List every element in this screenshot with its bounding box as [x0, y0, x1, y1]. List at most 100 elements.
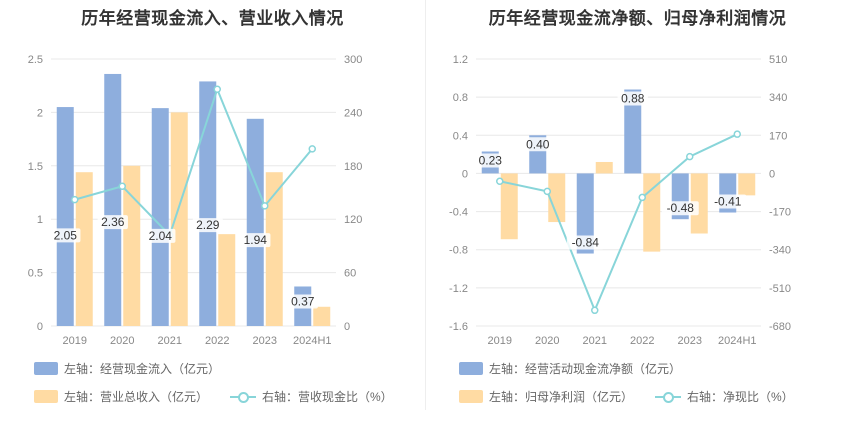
legend-label: 右轴：营收现金比（%） [262, 389, 393, 404]
data-label-bg [97, 215, 128, 230]
legend-item[interactable]: 左轴：营业总收入（亿元） [34, 388, 208, 405]
legend-item[interactable]: 右轴：净现比（%） [655, 388, 794, 405]
x-axis-category-label: 2023 [253, 335, 277, 347]
ratio-point [213, 85, 221, 94]
x-axis-category-label: 2022 [205, 335, 229, 347]
right-axis-tick-label: -680 [769, 321, 791, 333]
bar-primary [56, 107, 74, 326]
bar-secondary [75, 172, 93, 326]
data-label-bg [566, 235, 604, 250]
bar-primary [151, 108, 169, 327]
chart-panel-net-cash: 历年经营现金流净额、归母净利润情况 -1.6 -1.2 -0.8 -0.4 0 0.4 0.… [425, 0, 850, 437]
chart-svg: 0 0.5 1 1.5 2 2.5 0 60 120 180 240 300 2019 2020 2021 2… [28, 54, 363, 347]
right-axis-tick-label: 340 [769, 92, 787, 104]
ratio-point [261, 202, 269, 210]
legend-row: 左轴：经营活动现金流净额（亿元） [459, 360, 703, 376]
legend-swatch-icon [34, 361, 58, 375]
legend-swatch-icon [459, 389, 483, 403]
data-label: 0.23 [479, 153, 503, 167]
data-label: -0.84 [572, 236, 600, 250]
left-axis-tick-label: 2.5 [28, 54, 43, 66]
ratio-point [308, 145, 316, 153]
x-axis-category-label: 2024H1 [718, 335, 757, 347]
bar-secondary [265, 172, 283, 326]
legend-swatch-icon [34, 389, 58, 403]
left-axis-tick-label: 0.5 [28, 268, 43, 280]
ratio-point [118, 182, 126, 191]
legend-item[interactable]: 左轴：经营活动现金流净额（亿元） [459, 360, 681, 377]
data-label-bg [522, 137, 553, 152]
ratio-point [71, 195, 79, 204]
left-axis-tick-label: 0.8 [453, 92, 468, 104]
right-axis-tick-label: 170 [769, 130, 787, 142]
left-axis-tick-label: -1.6 [449, 321, 468, 333]
ratio-point [496, 177, 504, 186]
ratio-point [591, 306, 599, 315]
data-label: 2.29 [196, 218, 220, 232]
bar-secondary [313, 306, 331, 326]
bar-secondary [548, 173, 566, 223]
right-axis-tick-label: 60 [344, 268, 356, 280]
bar-primary [104, 73, 122, 327]
bar-secondary [500, 173, 518, 240]
left-axis-tick-label: 0 [462, 168, 468, 180]
left-axis-tick-label: -0.4 [449, 207, 468, 219]
right-axis-tick-label: -510 [769, 283, 791, 295]
bar-secondary [123, 165, 141, 326]
data-label: 2.36 [101, 215, 125, 229]
chart-panel-cash-inflow: 历年经营现金流入、营业收入情况 0 0.5 1 1.5 2 2.5 0 60 120 180 240… [28, 9, 393, 405]
chart-svg: -1.6 -1.2 -0.8 -0.4 0 0.4 0.8 1.2 -680 -510 -340 -1… [449, 54, 791, 347]
ratio-point [543, 187, 551, 196]
left-axis-tick-label: -1.2 [449, 283, 468, 295]
data-label: 0.88 [621, 92, 645, 106]
left-axis-tick-label: 1.5 [28, 161, 43, 173]
right-axis-tick-label: 0 [769, 168, 775, 180]
right-axis-tick-label: 120 [344, 214, 362, 226]
x-axis-category-label: 2021 [583, 335, 607, 347]
left-axis-tick-label: 0 [37, 321, 43, 333]
legend-line-marker-icon [230, 390, 257, 403]
left-axis-tick-label: 0.4 [453, 130, 468, 142]
bar-secondary [738, 173, 756, 196]
bar-primary [199, 81, 217, 326]
data-label-bg [661, 201, 699, 216]
right-axis-tick-label: 510 [769, 54, 787, 66]
ratio-line [74, 86, 314, 238]
x-axis-category-label: 2022 [630, 335, 654, 347]
x-axis-category-label: 2019 [488, 335, 512, 347]
legend-item[interactable]: 左轴：经营现金流入（亿元） [34, 360, 220, 377]
x-axis-category-label: 2024H1 [293, 335, 332, 347]
data-label-bg [50, 228, 81, 243]
right-axis-tick-label: -170 [769, 207, 791, 219]
data-label: 2.04 [149, 229, 173, 243]
right-axis-tick-label: 180 [344, 161, 362, 173]
data-label: 0.40 [526, 137, 550, 151]
data-label-bg [192, 218, 223, 233]
right-axis-tick-label: 300 [344, 54, 362, 66]
data-label: 1.94 [244, 233, 268, 247]
x-axis-category-label: 2019 [63, 335, 87, 347]
data-label-bg [475, 153, 506, 168]
ratio-point [733, 130, 741, 138]
bar-secondary [595, 161, 613, 174]
legend-row: 左轴：归母净利润（亿元） 右轴：净现比（%） [459, 388, 816, 404]
data-label-bg [145, 228, 176, 243]
bar-primary [576, 173, 594, 254]
panel-divider [425, 0, 426, 410]
legend-item[interactable]: 左轴：归母净利润（亿元） [459, 388, 633, 405]
ratio-point [686, 152, 694, 161]
right-axis-tick-label: 0 [344, 321, 350, 333]
legend-label: 左轴：经营活动现金流净额（亿元） [489, 361, 682, 376]
legend-item[interactable]: 右轴：营收现金比（%） [230, 388, 393, 405]
legend-label: 左轴：经营现金流入（亿元） [64, 361, 221, 376]
data-label-bg [617, 91, 648, 106]
right-axis-tick-label: 240 [344, 107, 362, 119]
left-axis-tick-label: 1 [37, 214, 43, 226]
bar-secondary [218, 234, 236, 326]
left-axis-tick-label: -0.8 [449, 245, 468, 257]
bar-secondary [170, 112, 188, 327]
chart-title: 历年经营现金流净额、归母净利润情况 [488, 9, 787, 28]
bar-secondary [690, 173, 708, 234]
legend-label: 右轴：净现比（%） [687, 389, 794, 404]
data-label: 2.05 [54, 228, 78, 242]
